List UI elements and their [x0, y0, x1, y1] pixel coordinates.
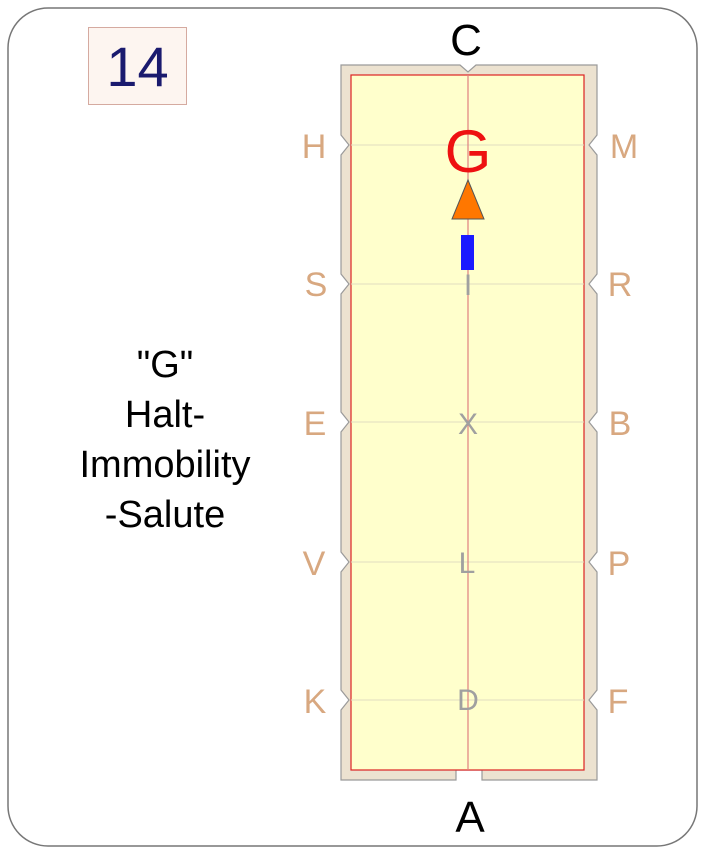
- marker-left-k: K: [304, 683, 327, 721]
- letter-bottom-end: A: [455, 793, 485, 842]
- right-markers: M R B P F: [608, 128, 639, 721]
- halt-bar: [461, 235, 474, 270]
- marker-left-e: E: [304, 405, 327, 443]
- marker-right-p: P: [608, 545, 631, 583]
- left-markers: H S E V K: [302, 128, 328, 721]
- step-number-box: 14: [88, 27, 187, 105]
- centerline-letter-x: X: [458, 408, 478, 441]
- centerline-letter-i: I: [464, 269, 472, 302]
- marker-right-b: B: [609, 405, 632, 443]
- direction-arrow-icon: [451, 178, 485, 220]
- instruction-line-2: Halt-: [124, 394, 206, 436]
- marker-left-h: H: [302, 128, 327, 166]
- letter-top-end: C: [450, 16, 482, 65]
- centerline-markers: I X L D: [457, 269, 479, 717]
- instruction-line-4: -Salute: [104, 494, 226, 536]
- step-number: 14: [106, 35, 169, 98]
- centerline-letter-d: D: [457, 684, 479, 717]
- target-letter: G: [445, 118, 492, 185]
- movement-instruction: "G" Halt- Immobility -Salute: [40, 340, 290, 540]
- marker-right-m: M: [610, 128, 638, 166]
- marker-left-v: V: [303, 545, 326, 583]
- marker-left-s: S: [305, 266, 328, 304]
- centerline-letter-l: L: [459, 547, 476, 580]
- marker-right-r: R: [608, 266, 633, 304]
- instruction-line-3: Immobility: [79, 444, 251, 486]
- marker-right-f: F: [608, 683, 629, 721]
- instruction-line-1: "G": [136, 344, 194, 386]
